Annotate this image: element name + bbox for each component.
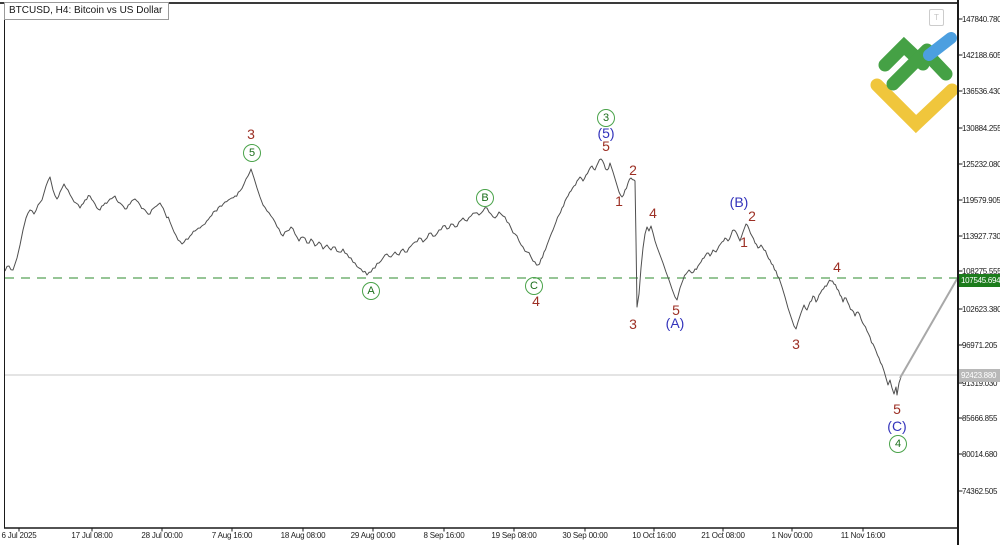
wave-label-circled: 5 xyxy=(243,144,261,162)
wave-label-circled: B xyxy=(476,189,494,207)
wave-label-red: 5 xyxy=(893,401,901,417)
wave-label-red: 2 xyxy=(748,208,756,224)
price-axis-label: 80014.680 xyxy=(962,449,998,459)
time-axis-label: 17 Jul 08:00 xyxy=(71,531,113,540)
time-axis-label: 8 Sep 16:00 xyxy=(423,531,465,540)
time-axis-label: 21 Oct 08:00 xyxy=(701,531,745,540)
time-axis-label: 7 Aug 16:00 xyxy=(211,531,253,540)
wave-label-red: 4 xyxy=(649,205,657,221)
price-axis-label: 91319.030 xyxy=(962,378,998,388)
price-axis-label: 136536.430 xyxy=(962,86,1000,96)
projection-line[interactable] xyxy=(899,278,958,379)
time-axis-label: 28 Jul 00:00 xyxy=(141,531,183,540)
price-axis-label: 125232.080 xyxy=(962,159,1000,169)
target-price-tag: 107545.694 xyxy=(959,273,1000,287)
chart-border xyxy=(0,0,959,545)
time-axis-label: 18 Aug 08:00 xyxy=(280,531,326,540)
wave-label-circled: C xyxy=(525,277,543,295)
price-axis-label: 96971.205 xyxy=(962,340,998,350)
tracking-tool-icon[interactable]: T xyxy=(929,9,944,26)
time-axis-label: 10 Oct 16:00 xyxy=(632,531,676,540)
wave-label-blue: (5) xyxy=(597,125,615,141)
symbol-title: BTCUSD, H4: Bitcoin vs US Dollar xyxy=(4,2,170,20)
wave-label-red: 5 xyxy=(672,302,680,318)
current-price-tag: 92423.880 xyxy=(959,368,1000,382)
price-axis-label: 85666.855 xyxy=(962,413,998,423)
price-axis-label: 147840.780 xyxy=(962,14,1000,24)
wave-label-red: 4 xyxy=(532,293,540,309)
price-axis-label: 102623.380 xyxy=(962,304,1000,314)
price-axis-label: 74362.505 xyxy=(962,486,998,496)
wave-label-red: 1 xyxy=(740,234,748,250)
wave-label-red: 4 xyxy=(833,259,841,275)
logo-yellow-check xyxy=(870,78,959,134)
price-axis-label: 108275.555 xyxy=(962,266,1000,276)
wave-label-circled: A xyxy=(362,282,380,300)
wave-label-red: 3 xyxy=(792,336,800,352)
time-axis-label: 6 Jul 2025 xyxy=(1,531,37,540)
price-axis-label: 130884.255 xyxy=(962,123,1000,133)
time-axis-label: 1 Nov 00:00 xyxy=(771,531,813,540)
time-axis-label: 29 Aug 00:00 xyxy=(350,531,396,540)
price-line[interactable] xyxy=(4,158,902,396)
wave-label-red: 3 xyxy=(629,316,637,332)
time-axis-label: 11 Nov 16:00 xyxy=(840,531,886,540)
time-axis-label: 30 Sep 00:00 xyxy=(562,531,608,540)
price-axis-label: 119579.905 xyxy=(962,195,1000,205)
wave-label-red: 1 xyxy=(615,193,623,209)
wave-label-blue: (A) xyxy=(665,315,685,331)
wave-label-red: 2 xyxy=(629,162,637,178)
wave-label-blue: (C) xyxy=(887,418,907,434)
wave-label-red: 5 xyxy=(602,138,610,154)
price-axis-label: 113927.730 xyxy=(962,231,1000,241)
wave-label-blue: (B) xyxy=(729,194,749,210)
wave-label-red: 3 xyxy=(247,126,255,142)
axis-ticks xyxy=(18,18,963,532)
litefinance-logo-icon xyxy=(870,32,959,134)
price-axis-label: 142188.605 xyxy=(962,50,1000,60)
wave-label-circled: 3 xyxy=(597,109,615,127)
logo-blue-stroke xyxy=(923,32,957,61)
wave-label-circled: 4 xyxy=(889,435,907,453)
time-axis-label: 19 Sep 08:00 xyxy=(491,531,537,540)
